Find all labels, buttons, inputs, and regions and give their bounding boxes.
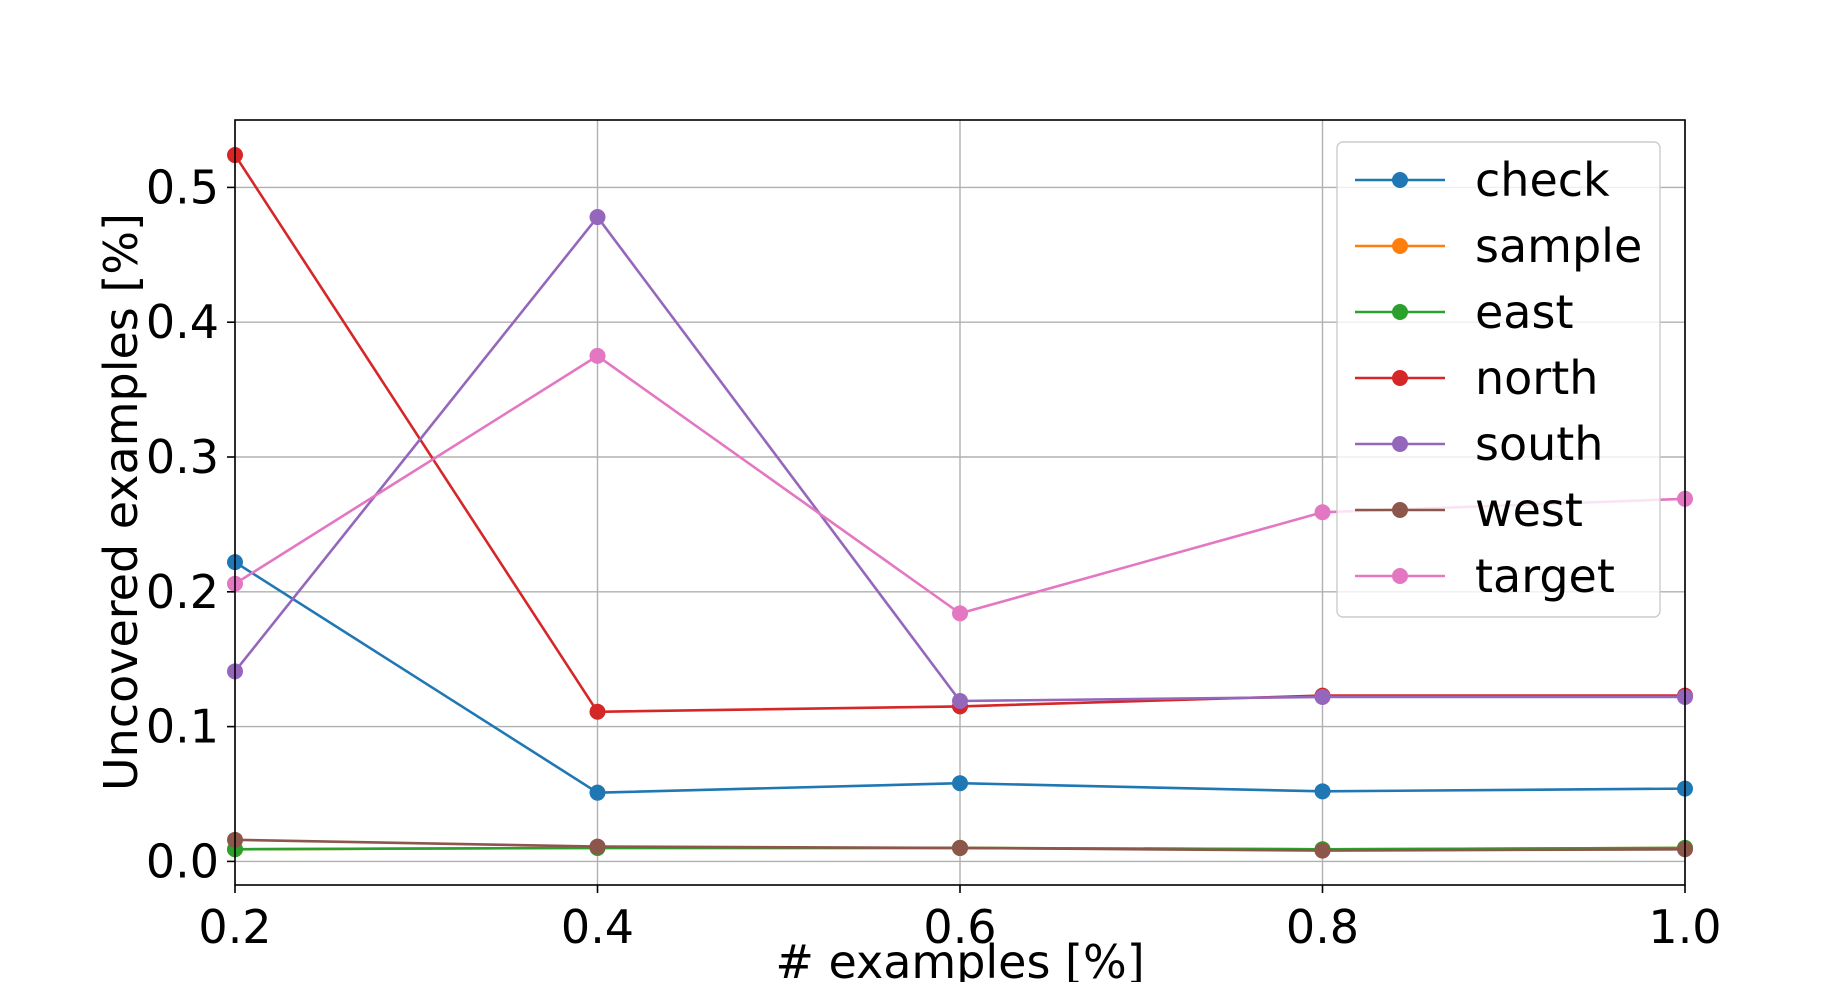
data-point-target — [952, 605, 968, 622]
data-point-target — [1314, 504, 1331, 521]
y-tick-label: 0.1 — [146, 700, 219, 754]
legend-item-north: north — [1355, 351, 1598, 405]
series-west — [227, 831, 1693, 859]
x-tick-label: 0.6 — [923, 900, 996, 954]
y-tick-label: 0.2 — [146, 565, 219, 619]
legend-item-sample: sample — [1355, 219, 1642, 273]
data-point-check — [589, 784, 606, 801]
y-tick-label: 0.5 — [146, 160, 219, 214]
data-point-west — [1314, 842, 1331, 859]
legend-item-check: check — [1355, 153, 1610, 207]
x-tick-label: 0.2 — [198, 900, 271, 954]
legend-label-south: south — [1475, 417, 1603, 471]
y-tick-label: 0.0 — [146, 834, 219, 888]
legend-marker-west — [1392, 502, 1408, 518]
x-axis-title: # examples [%] — [775, 935, 1144, 982]
legend-marker-target — [1392, 568, 1408, 584]
legend-label-west: west — [1475, 483, 1583, 537]
legend-box — [1336, 141, 1661, 618]
y-axis-title: Uncovered examples [%] — [94, 213, 148, 791]
data-point-west — [952, 839, 968, 856]
legend-label-target: target — [1475, 549, 1615, 603]
data-point-check — [952, 775, 968, 792]
legend-marker-south — [1392, 436, 1408, 452]
series-lines — [227, 147, 1693, 859]
legend-item-target: target — [1355, 549, 1615, 603]
series-check — [227, 554, 1693, 801]
data-point-north — [589, 703, 606, 720]
axis-ticks: 0.2 0.4 0.6 0.8 1.0 0.0 0.1 0.2 0.3 0.4 0.5 — [146, 160, 1722, 954]
data-point-check — [1314, 783, 1331, 800]
legend-label-east: east — [1475, 285, 1574, 339]
legend-label-check: check — [1475, 153, 1610, 207]
legend-label-sample: sample — [1475, 219, 1642, 273]
legend-marker-check — [1392, 172, 1408, 188]
legend-marker-sample — [1392, 238, 1408, 254]
legend-label-north: north — [1475, 351, 1598, 405]
legend-item-west: west — [1355, 483, 1583, 537]
legend: check sample east north south west target — [1336, 141, 1661, 618]
legend-marker-east — [1392, 304, 1408, 320]
data-point-south — [952, 692, 968, 709]
data-point-target — [589, 347, 606, 364]
legend-marker-north — [1392, 370, 1408, 386]
y-tick-label: 0.3 — [146, 430, 219, 484]
data-point-south — [589, 209, 606, 226]
y-tick-label: 0.4 — [146, 295, 219, 349]
x-tick-label: 0.8 — [1286, 900, 1359, 954]
legend-item-east: east — [1355, 285, 1574, 339]
data-point-west — [589, 838, 606, 855]
x-tick-label: 0.4 — [561, 900, 634, 954]
legend-item-south: south — [1355, 417, 1603, 471]
x-tick-label: 1.0 — [1648, 900, 1721, 954]
data-point-south — [1314, 688, 1331, 705]
